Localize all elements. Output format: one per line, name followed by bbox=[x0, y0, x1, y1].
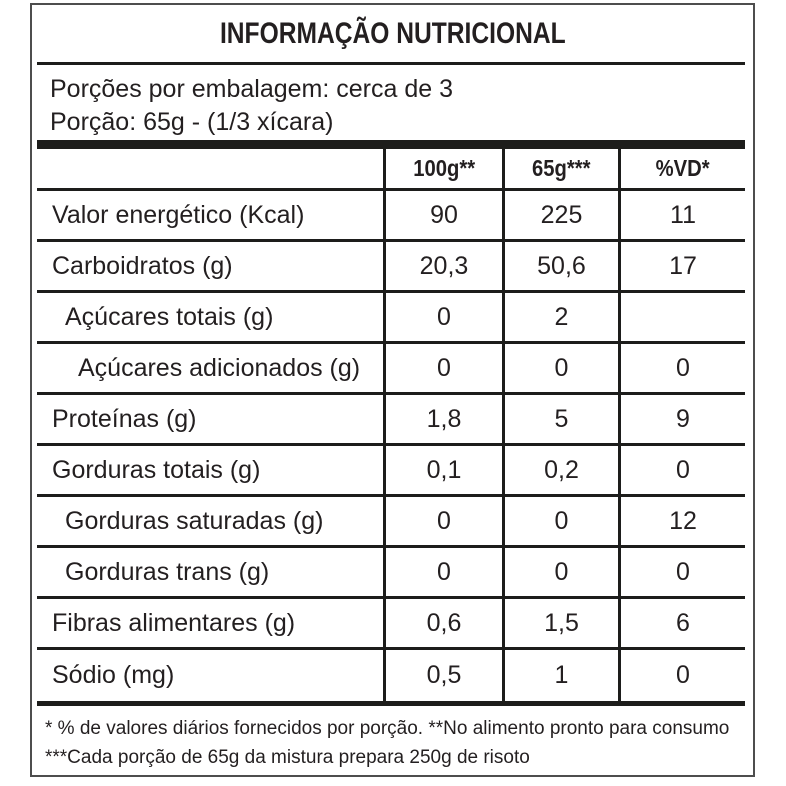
value-65g: 50,6 bbox=[502, 242, 618, 293]
servings-per-package-text: Porções por embalagem: cerca de 3 bbox=[50, 75, 453, 103]
column-header-65g: 65g*** bbox=[502, 149, 618, 191]
value-100g: 1,8 bbox=[383, 395, 502, 446]
value-100g: 0 bbox=[383, 293, 502, 344]
serving-size-text: Porção: 65g - (1/3 xícara) bbox=[50, 108, 334, 136]
value-100g: 0,5 bbox=[383, 650, 502, 701]
value-pct-vd: 0 bbox=[618, 650, 745, 701]
value-pct-vd: 0 bbox=[618, 548, 745, 599]
footnotes-section: * % de valores diários fornecidos por po… bbox=[32, 706, 753, 772]
value-65g: 2 bbox=[502, 293, 618, 344]
value-pct-vd: 12 bbox=[618, 497, 745, 548]
value-pct-vd: 0 bbox=[618, 344, 745, 395]
table-bottom-divider bbox=[37, 701, 745, 706]
value-100g: 0 bbox=[383, 548, 502, 599]
row-label: Valor energético (Kcal) bbox=[37, 191, 383, 242]
row-label: Açúcares adicionados (g) bbox=[37, 344, 383, 395]
value-65g: 1,5 bbox=[502, 599, 618, 650]
nutrition-table: 100g** 65g*** %VD* Valor energético (Kca… bbox=[37, 149, 745, 701]
column-header-empty bbox=[37, 149, 383, 191]
column-header-pct-vd-label: %VD* bbox=[655, 155, 710, 181]
value-65g: 0 bbox=[502, 548, 618, 599]
value-65g: 0,2 bbox=[502, 446, 618, 497]
row-label: Proteínas (g) bbox=[37, 395, 383, 446]
row-label: Carboidratos (g) bbox=[37, 242, 383, 293]
label-title-section: INFORMAÇÃO NUTRICIONAL bbox=[32, 5, 753, 62]
value-pct-vd: 17 bbox=[618, 242, 745, 293]
value-65g: 0 bbox=[502, 497, 618, 548]
column-header-65g-label: 65g*** bbox=[532, 155, 591, 181]
value-65g: 5 bbox=[502, 395, 618, 446]
value-65g: 225 bbox=[502, 191, 618, 242]
row-label: Gorduras totais (g) bbox=[37, 446, 383, 497]
value-100g: 20,3 bbox=[383, 242, 502, 293]
row-label: Fibras alimentares (g) bbox=[37, 599, 383, 650]
value-pct-vd: 11 bbox=[618, 191, 745, 242]
column-header-100g-label: 100g** bbox=[413, 155, 475, 181]
value-pct-vd bbox=[618, 293, 745, 344]
value-pct-vd: 9 bbox=[618, 395, 745, 446]
value-100g: 0 bbox=[383, 344, 502, 395]
serving-info-section: Porções por embalagem: cerca de 3 Porção… bbox=[32, 65, 753, 140]
row-label: Gorduras trans (g) bbox=[37, 548, 383, 599]
value-100g: 0,6 bbox=[383, 599, 502, 650]
title-divider bbox=[37, 62, 745, 65]
footnote-line-2: ***Cada porção de 65g da mistura prepara… bbox=[45, 747, 530, 768]
value-100g: 0 bbox=[383, 497, 502, 548]
row-label: Açúcares totais (g) bbox=[37, 293, 383, 344]
value-100g: 90 bbox=[383, 191, 502, 242]
value-pct-vd: 0 bbox=[618, 446, 745, 497]
column-header-100g: 100g** bbox=[383, 149, 502, 191]
row-label: Gorduras saturadas (g) bbox=[37, 497, 383, 548]
value-100g: 0,1 bbox=[383, 446, 502, 497]
footnote-line-1: * % de valores diários fornecidos por po… bbox=[45, 718, 730, 739]
value-pct-vd: 6 bbox=[618, 599, 745, 650]
row-label: Sódio (mg) bbox=[52, 661, 175, 689]
header-thick-divider bbox=[37, 140, 745, 149]
nutrition-label: INFORMAÇÃO NUTRICIONAL Porções por embal… bbox=[30, 3, 755, 777]
value-65g: 1 bbox=[502, 650, 618, 701]
column-header-pct-vd: %VD* bbox=[618, 149, 745, 191]
label-title: INFORMAÇÃO NUTRICIONAL bbox=[219, 16, 566, 50]
value-65g: 0 bbox=[502, 344, 618, 395]
